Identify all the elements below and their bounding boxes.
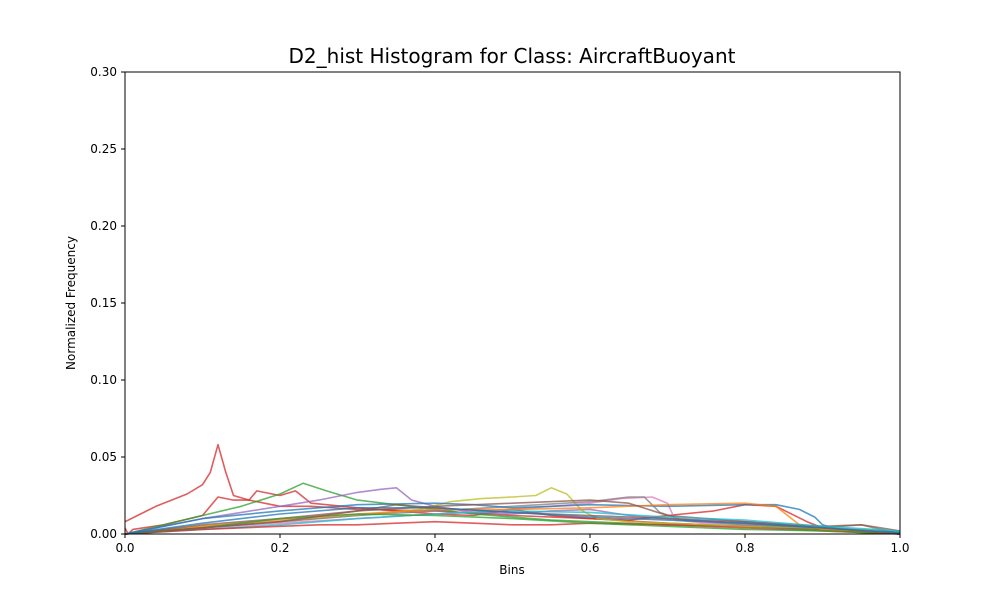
y-ticks: 0.00 0.05 0.10 0.15 0.20 0.25 0.30 [90,65,125,541]
x-tick-label: 0.2 [270,541,289,555]
series-line-11 [124,510,901,535]
y-tick-label: 0.05 [90,450,117,464]
y-tick-label: 0.10 [90,373,117,387]
series-layer [124,443,901,535]
x-tick-label: 0.8 [735,541,754,555]
plot-area [125,72,900,534]
y-tick-label: 0.15 [90,296,117,310]
y-tick-label: 0.00 [90,527,117,541]
x-tick-label: 0.4 [425,541,444,555]
y-tick-label: 0.20 [90,219,117,233]
x-tick-label: 1.0 [890,541,909,555]
series-line-8 [124,502,901,535]
x-axis-label: Bins [499,563,524,577]
x-ticks: 0.0 0.2 0.4 0.6 0.8 1.0 [115,534,910,555]
y-axis-label: Normalized Frequency [64,236,78,370]
x-tick-label: 0.0 [115,541,134,555]
series-line-15 [124,507,901,535]
series-line-12 [124,520,901,535]
y-tick-label: 0.25 [90,142,117,156]
chart-title: D2_hist Histogram for Class: AircraftBuo… [289,44,736,68]
series-line-13 [124,513,901,535]
y-tick-label: 0.30 [90,65,117,79]
x-tick-label: 0.6 [580,541,599,555]
